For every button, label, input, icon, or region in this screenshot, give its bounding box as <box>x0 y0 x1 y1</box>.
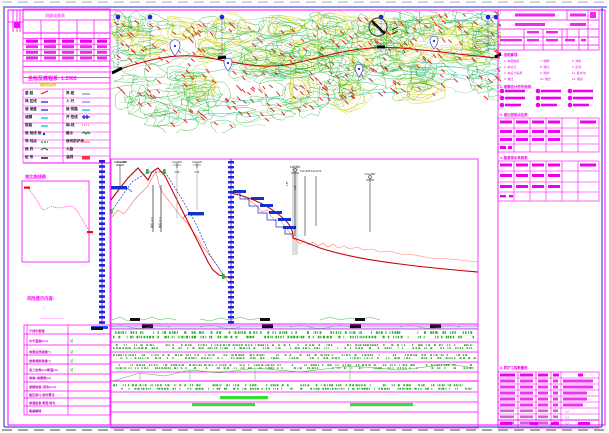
svg-text:导 线点: 导 线点 <box>25 138 37 143</box>
svg-text:人 行: 人 行 <box>65 98 75 103</box>
svg-text:K12+580: K12+580 <box>365 172 376 176</box>
svg-text:2. 坡脚设计符号说明:: 2. 坡脚设计符号说明: <box>500 84 532 89</box>
svg-text:4. 坡比: 4. 坡比 <box>504 76 513 81</box>
svg-text:0.42: 0.42 <box>195 171 200 174</box>
svg-text:截水: 截水 <box>66 130 74 135</box>
svg-text:桩 号: 桩 号 <box>24 154 34 159</box>
svg-text:坡高 12.5: 坡高 12.5 <box>150 216 154 228</box>
svg-text:林 区线: 林 区线 <box>25 98 37 103</box>
svg-text:坡比曲线图: 坡比曲线图 <box>25 173 46 180</box>
svg-text:坡脚坡度+坚实(m2): 坡脚坡度+坚实(m2) <box>29 384 56 389</box>
svg-text:K12+320: K12+320 <box>192 161 202 164</box>
svg-text:K12+450: K12+450 <box>290 165 301 169</box>
svg-text:界 桩: 界 桩 <box>65 90 75 95</box>
svg-text:涵洞: 涵洞 <box>65 154 74 159</box>
svg-text:测量成果表: 测量成果表 <box>45 12 65 18</box>
svg-text:6. 挖方: 6. 挖方 <box>572 64 581 69</box>
svg-text:0.85: 0.85 <box>175 171 180 174</box>
svg-text:9. 挡护: 9. 挡护 <box>540 70 549 75</box>
svg-text:1. 说明事项:: 1. 说明事项: <box>500 52 518 57</box>
svg-text:5. 排水: 5. 排水 <box>572 58 581 63</box>
svg-text:坡 坡度: 坡 坡度 <box>25 106 37 111</box>
svg-text:5. 防护工程数量表:: 5. 防护工程数量表: <box>500 365 529 370</box>
svg-text:2. 本设计: 2. 本设计 <box>504 64 516 69</box>
svg-text:里 程: 里 程 <box>25 90 34 95</box>
svg-text:1. 本图坡度: 1. 本图坡度 <box>504 58 519 63</box>
svg-text:K12+310: K12+310 <box>172 161 182 164</box>
svg-text:干线中里程: 干线中里程 <box>29 328 45 333</box>
svg-text:既 界: 既 界 <box>25 146 34 151</box>
svg-text:水平温度(km): 水平温度(km) <box>28 338 48 343</box>
svg-text:10. 坡比: 10. 坡比 <box>540 76 551 81</box>
svg-text:↑: ↑ <box>43 305 45 310</box>
svg-text:既有防护坡: 既有防护坡 <box>66 138 84 143</box>
svg-text:坡道信息,断面,坡长: 坡道信息,断面,坡长 <box>29 400 56 405</box>
svg-text:巡二加宽(m)/断面(m): 巡二加宽(m)/断面(m) <box>29 367 58 372</box>
svg-text:0.85: 0.85 <box>287 181 289 186</box>
svg-text:坡肩+坡脚宽(m): 坡肩+坡脚宽(m) <box>29 375 51 380</box>
svg-text:N/A: N/A <box>565 410 570 414</box>
svg-text:——————: —————— <box>40 315 64 320</box>
svg-text:既 既线 既: 既 既线 既 <box>25 130 42 135</box>
svg-text:K12+470: K12+470 <box>311 169 322 173</box>
svg-text:K12+460: K12+460 <box>300 169 311 173</box>
svg-text:3. 本设计采用: 3. 本设计采用 <box>504 70 522 75</box>
svg-text:既 筑路: 既 筑路 <box>66 106 78 111</box>
svg-text:7. 坡脚: 7. 坡脚 <box>540 58 549 63</box>
svg-text:坡高 10.2: 坡高 10.2 <box>158 216 162 228</box>
svg-text:11. 截水沟: 11. 截水沟 <box>572 70 586 75</box>
svg-text:坡角倾斜角度(°): 坡角倾斜角度(°) <box>29 358 51 363</box>
svg-text:坡脚: 坡脚 <box>25 114 33 119</box>
svg-text:0.65: 0.65 <box>295 185 297 190</box>
svg-text:大路: 大路 <box>66 146 74 151</box>
svg-text:4. 路基排水系统表:: 4. 路基排水系统表: <box>500 155 529 160</box>
svg-text:路区单元,软件算法: 路区单元,软件算法 <box>29 392 55 397</box>
svg-text:12. 路基: 12. 路基 <box>572 76 583 81</box>
svg-text:N/A: N/A <box>565 416 570 420</box>
svg-text:图例说明: 图例说明 <box>40 81 56 87</box>
svg-text:地质自然坡度(°): 地质自然坡度(°) <box>29 349 51 354</box>
svg-text:N/A: N/A <box>565 422 570 426</box>
svg-text:坐标及高程系: 1:2000: 坐标及高程系: 1:2000 <box>28 75 77 82</box>
svg-text:K12+260: K12+260 <box>117 160 128 164</box>
svg-text:路基横坡: 路基横坡 <box>29 408 42 413</box>
svg-text:8. 坡比: 8. 坡比 <box>540 64 549 69</box>
svg-text:开 挖线: 开 挖线 <box>66 114 78 119</box>
svg-text:3. 坡比控制点位表:: 3. 坡比控制点位表: <box>500 112 529 117</box>
svg-text:风险提示内容:: 风险提示内容: <box>27 295 55 302</box>
